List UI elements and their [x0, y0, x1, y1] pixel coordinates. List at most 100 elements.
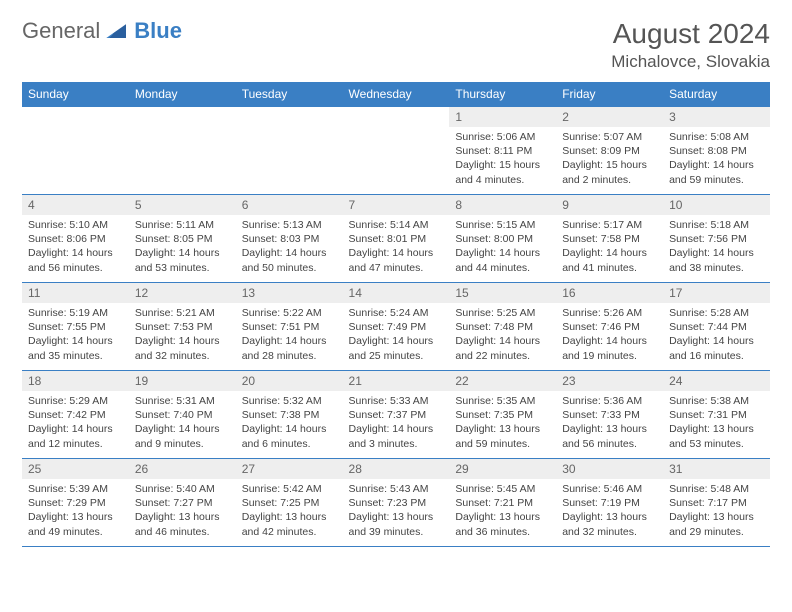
calendar-body: 1Sunrise: 5:06 AMSunset: 8:11 PMDaylight… [22, 107, 770, 547]
day-daylight2: and 38 minutes. [669, 261, 764, 275]
day-sunset: Sunset: 7:40 PM [135, 408, 230, 422]
location: Michalovce, Slovakia [611, 52, 770, 72]
brand-logo: General Blue [22, 18, 182, 44]
calendar-day-cell: 29Sunrise: 5:45 AMSunset: 7:21 PMDayligh… [449, 459, 556, 547]
day-sunset: Sunset: 7:33 PM [562, 408, 657, 422]
day-number: 19 [129, 371, 236, 391]
calendar-day-cell: 13Sunrise: 5:22 AMSunset: 7:51 PMDayligh… [236, 283, 343, 371]
day-number: 17 [663, 283, 770, 303]
day-daylight2: and 50 minutes. [242, 261, 337, 275]
day-body: Sunrise: 5:31 AMSunset: 7:40 PMDaylight:… [129, 391, 236, 455]
day-sunrise: Sunrise: 5:39 AM [28, 482, 123, 496]
day-sunrise: Sunrise: 5:10 AM [28, 218, 123, 232]
day-sunset: Sunset: 7:42 PM [28, 408, 123, 422]
calendar-day-cell: 25Sunrise: 5:39 AMSunset: 7:29 PMDayligh… [22, 459, 129, 547]
day-daylight1: Daylight: 14 hours [349, 246, 444, 260]
day-daylight1: Daylight: 14 hours [135, 334, 230, 348]
weekday-header: Friday [556, 82, 663, 107]
day-number: 23 [556, 371, 663, 391]
month-title: August 2024 [611, 18, 770, 50]
calendar-day-cell: 19Sunrise: 5:31 AMSunset: 7:40 PMDayligh… [129, 371, 236, 459]
calendar-day-cell: 14Sunrise: 5:24 AMSunset: 7:49 PMDayligh… [343, 283, 450, 371]
weekday-header: Thursday [449, 82, 556, 107]
calendar-day-cell: 28Sunrise: 5:43 AMSunset: 7:23 PMDayligh… [343, 459, 450, 547]
day-sunset: Sunset: 7:44 PM [669, 320, 764, 334]
day-sunset: Sunset: 7:17 PM [669, 496, 764, 510]
day-daylight1: Daylight: 13 hours [562, 510, 657, 524]
day-daylight1: Daylight: 14 hours [669, 246, 764, 260]
calendar-week-row: 4Sunrise: 5:10 AMSunset: 8:06 PMDaylight… [22, 195, 770, 283]
day-daylight2: and 22 minutes. [455, 349, 550, 363]
day-number: 13 [236, 283, 343, 303]
calendar-day-cell: 12Sunrise: 5:21 AMSunset: 7:53 PMDayligh… [129, 283, 236, 371]
calendar-day-cell: 22Sunrise: 5:35 AMSunset: 7:35 PMDayligh… [449, 371, 556, 459]
day-daylight2: and 6 minutes. [242, 437, 337, 451]
day-daylight1: Daylight: 13 hours [455, 510, 550, 524]
day-body: Sunrise: 5:18 AMSunset: 7:56 PMDaylight:… [663, 215, 770, 279]
day-sunrise: Sunrise: 5:31 AM [135, 394, 230, 408]
day-number: 9 [556, 195, 663, 215]
day-sunset: Sunset: 8:06 PM [28, 232, 123, 246]
weekday-header: Tuesday [236, 82, 343, 107]
title-block: August 2024 Michalovce, Slovakia [611, 18, 770, 72]
day-number: 27 [236, 459, 343, 479]
day-number: 15 [449, 283, 556, 303]
day-sunset: Sunset: 7:55 PM [28, 320, 123, 334]
day-sunset: Sunset: 7:58 PM [562, 232, 657, 246]
calendar-day-cell: 16Sunrise: 5:26 AMSunset: 7:46 PMDayligh… [556, 283, 663, 371]
day-sunrise: Sunrise: 5:14 AM [349, 218, 444, 232]
day-daylight2: and 49 minutes. [28, 525, 123, 539]
day-body: Sunrise: 5:33 AMSunset: 7:37 PMDaylight:… [343, 391, 450, 455]
day-sunrise: Sunrise: 5:13 AM [242, 218, 337, 232]
calendar-day-cell: 10Sunrise: 5:18 AMSunset: 7:56 PMDayligh… [663, 195, 770, 283]
day-daylight1: Daylight: 13 hours [455, 422, 550, 436]
day-body: Sunrise: 5:06 AMSunset: 8:11 PMDaylight:… [449, 127, 556, 191]
day-sunset: Sunset: 7:23 PM [349, 496, 444, 510]
day-sunrise: Sunrise: 5:06 AM [455, 130, 550, 144]
day-sunset: Sunset: 7:53 PM [135, 320, 230, 334]
day-daylight1: Daylight: 14 hours [562, 334, 657, 348]
day-daylight1: Daylight: 13 hours [669, 510, 764, 524]
day-body: Sunrise: 5:38 AMSunset: 7:31 PMDaylight:… [663, 391, 770, 455]
day-sunrise: Sunrise: 5:36 AM [562, 394, 657, 408]
day-number: 31 [663, 459, 770, 479]
day-sunset: Sunset: 8:05 PM [135, 232, 230, 246]
calendar-week-row: 25Sunrise: 5:39 AMSunset: 7:29 PMDayligh… [22, 459, 770, 547]
brand-mark-icon [106, 24, 126, 38]
day-sunset: Sunset: 7:38 PM [242, 408, 337, 422]
day-sunrise: Sunrise: 5:42 AM [242, 482, 337, 496]
day-daylight2: and 36 minutes. [455, 525, 550, 539]
day-sunset: Sunset: 8:03 PM [242, 232, 337, 246]
day-number: 30 [556, 459, 663, 479]
calendar-day-cell: 3Sunrise: 5:08 AMSunset: 8:08 PMDaylight… [663, 107, 770, 195]
day-sunset: Sunset: 7:48 PM [455, 320, 550, 334]
day-number: 10 [663, 195, 770, 215]
calendar-day-cell: 4Sunrise: 5:10 AMSunset: 8:06 PMDaylight… [22, 195, 129, 283]
day-number: 7 [343, 195, 450, 215]
day-sunset: Sunset: 7:19 PM [562, 496, 657, 510]
day-sunrise: Sunrise: 5:26 AM [562, 306, 657, 320]
calendar-day-cell [236, 107, 343, 195]
day-daylight1: Daylight: 13 hours [669, 422, 764, 436]
day-body: Sunrise: 5:11 AMSunset: 8:05 PMDaylight:… [129, 215, 236, 279]
day-sunrise: Sunrise: 5:38 AM [669, 394, 764, 408]
day-daylight1: Daylight: 13 hours [349, 510, 444, 524]
day-sunrise: Sunrise: 5:35 AM [455, 394, 550, 408]
day-number: 18 [22, 371, 129, 391]
day-sunset: Sunset: 8:08 PM [669, 144, 764, 158]
header: General Blue August 2024 Michalovce, Slo… [22, 18, 770, 72]
day-sunset: Sunset: 8:09 PM [562, 144, 657, 158]
day-body: Sunrise: 5:28 AMSunset: 7:44 PMDaylight:… [663, 303, 770, 367]
day-daylight1: Daylight: 14 hours [242, 334, 337, 348]
day-daylight1: Daylight: 14 hours [135, 246, 230, 260]
day-daylight2: and 9 minutes. [135, 437, 230, 451]
day-body: Sunrise: 5:13 AMSunset: 8:03 PMDaylight:… [236, 215, 343, 279]
day-sunset: Sunset: 8:01 PM [349, 232, 444, 246]
weekday-header: Wednesday [343, 82, 450, 107]
day-daylight2: and 32 minutes. [562, 525, 657, 539]
day-sunrise: Sunrise: 5:21 AM [135, 306, 230, 320]
day-sunrise: Sunrise: 5:24 AM [349, 306, 444, 320]
day-number: 21 [343, 371, 450, 391]
day-daylight1: Daylight: 13 hours [28, 510, 123, 524]
day-daylight2: and 19 minutes. [562, 349, 657, 363]
